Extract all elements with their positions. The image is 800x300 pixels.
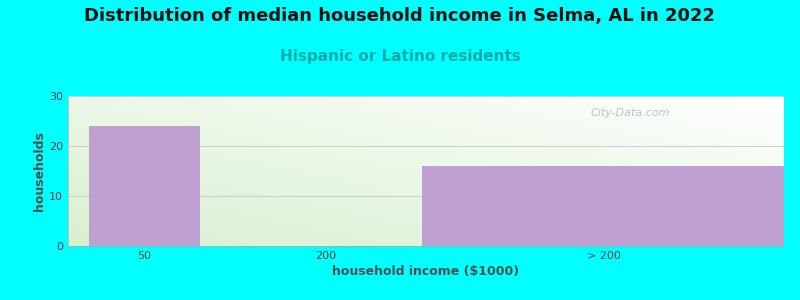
Text: Hispanic or Latino residents: Hispanic or Latino residents xyxy=(279,50,521,64)
Text: City-Data.com: City-Data.com xyxy=(590,108,670,118)
Bar xyxy=(90,126,201,246)
Text: Distribution of median household income in Selma, AL in 2022: Distribution of median household income … xyxy=(85,8,715,26)
X-axis label: household income ($1000): household income ($1000) xyxy=(333,265,519,278)
Y-axis label: households: households xyxy=(34,131,46,211)
Bar xyxy=(422,166,784,246)
